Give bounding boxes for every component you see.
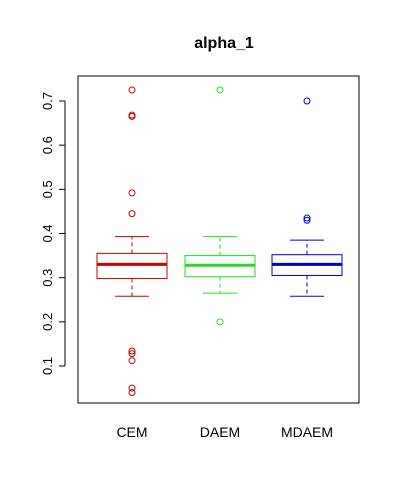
y-tick-label: 0.7 <box>40 92 55 110</box>
chart-title: alpha_1 <box>194 35 254 52</box>
iqr-box <box>96 252 168 280</box>
outlier-point <box>128 189 136 197</box>
box-mdaem <box>271 97 343 297</box>
y-tick-label: 0.3 <box>40 269 55 287</box>
plot-frame <box>77 75 360 404</box>
outlier-point <box>128 210 136 218</box>
outlier-point <box>303 216 311 224</box>
outlier-point <box>128 347 136 355</box>
y-tick-label: 0.4 <box>40 224 55 242</box>
y-tick-label: 0.2 <box>40 313 55 331</box>
outlier-point <box>216 318 224 326</box>
outlier-point <box>216 86 224 94</box>
y-tick-label: 0.5 <box>40 180 55 198</box>
outlier-point <box>128 86 136 94</box>
outlier-point <box>128 350 136 358</box>
boxes-group <box>96 86 343 396</box>
outlier-point <box>128 389 136 396</box>
x-category-label: DAEM <box>200 424 240 440</box>
y-axis: 0.1 0.2 0.3 0.4 0.5 0.6 0.7 <box>40 92 66 375</box>
outlier-point <box>303 214 311 222</box>
outlier-point <box>128 112 136 120</box>
box-cem <box>96 86 168 396</box>
x-category-label: CEM <box>116 424 147 440</box>
outlier-point <box>128 357 136 365</box>
y-tick-label: 0.1 <box>40 357 55 375</box>
x-category-label: MDAEM <box>281 424 333 440</box>
y-tick-label: 0.6 <box>40 136 55 154</box>
x-axis-labels: CEM DAEM MDAEM <box>116 424 333 440</box>
box-daem <box>184 86 256 326</box>
outlier-point <box>303 97 311 105</box>
outlier-point <box>128 384 136 392</box>
